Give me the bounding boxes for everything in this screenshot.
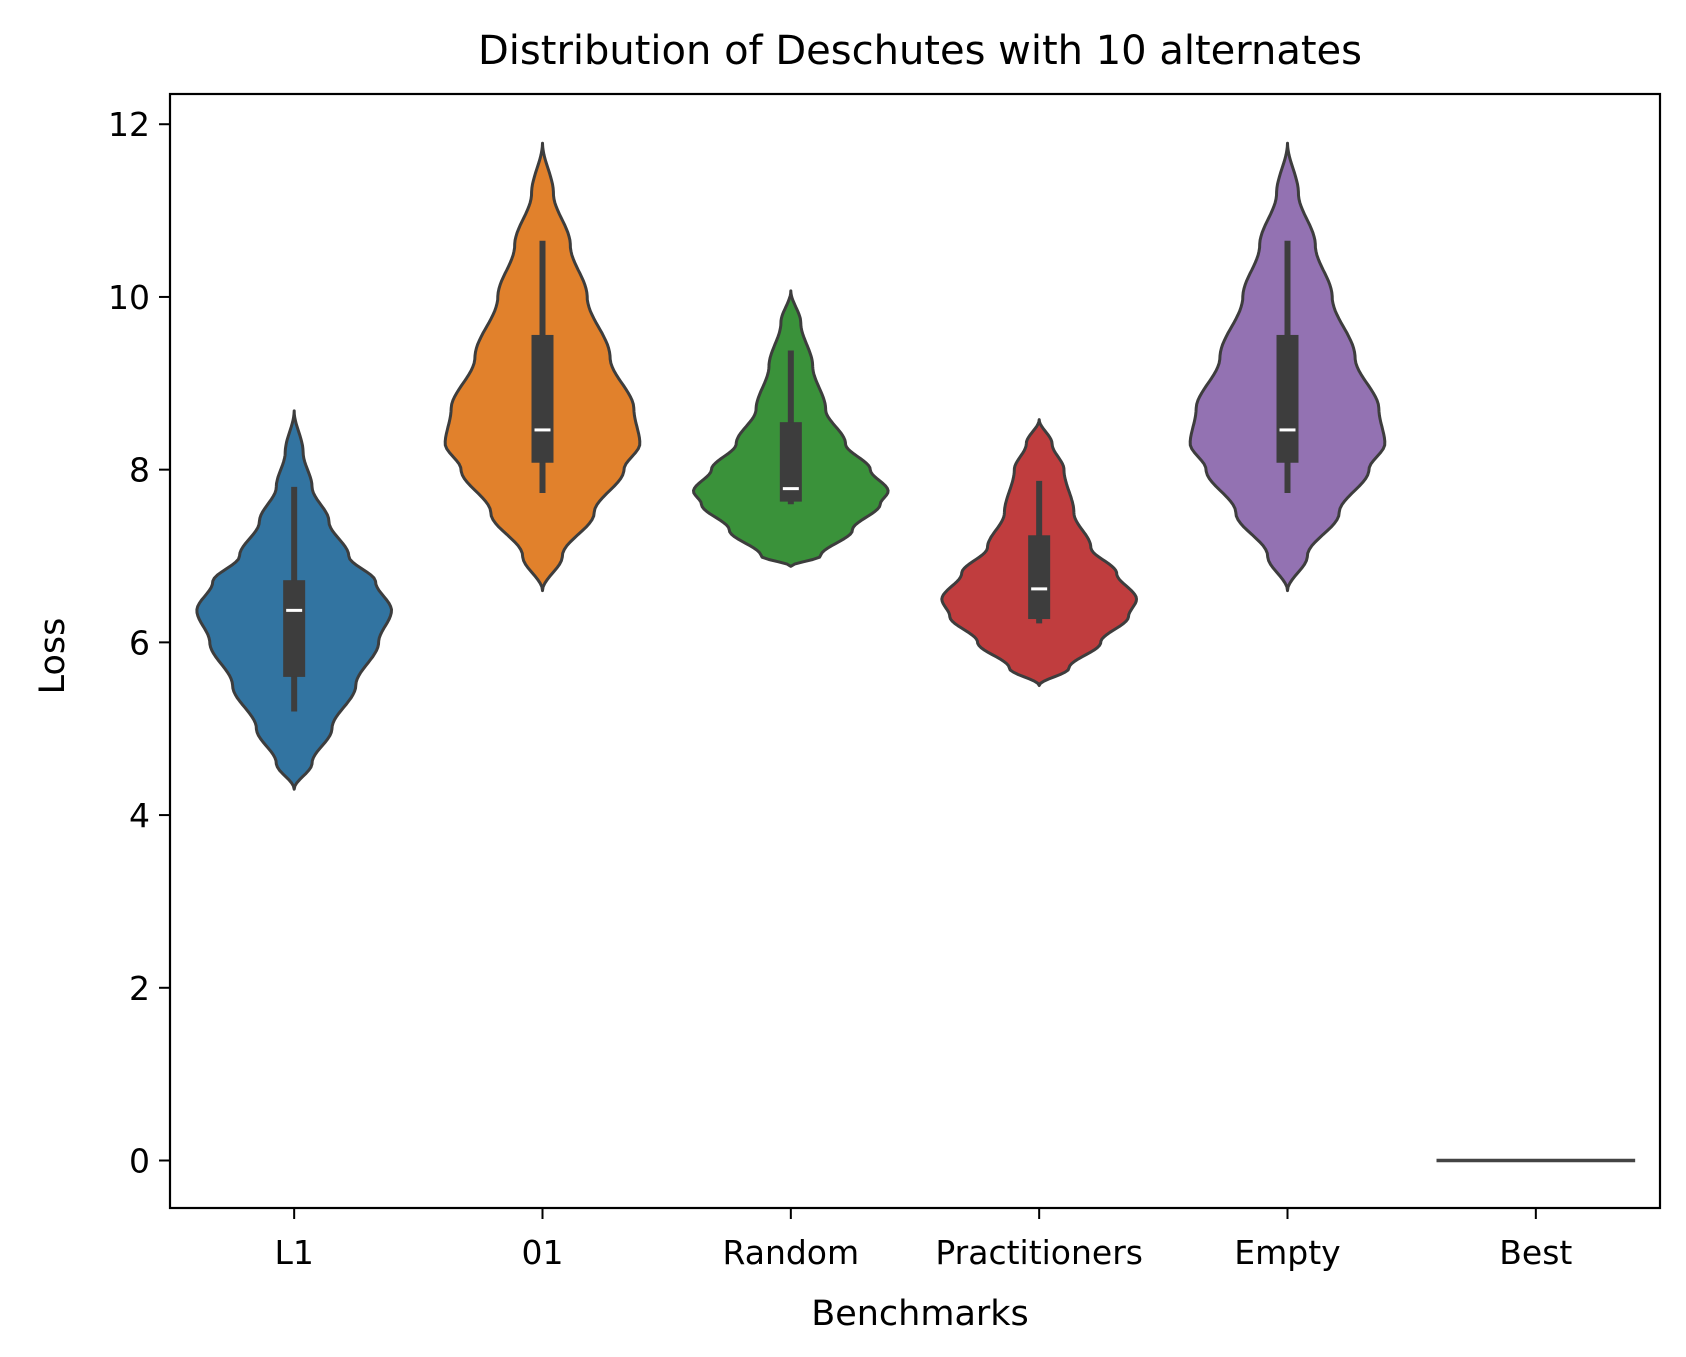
x-tick-label: Empty [1234, 1233, 1340, 1272]
y-tick-label: 6 [129, 623, 150, 662]
violin-iqr-box [1276, 334, 1299, 463]
x-tick-label: Practitioners [935, 1233, 1143, 1272]
x-axis-label: Benchmarks [811, 1294, 1029, 1334]
y-tick-label: 4 [129, 796, 150, 835]
violin-iqr-box [779, 422, 802, 502]
y-tick-label: 0 [129, 1142, 150, 1181]
y-tick-label: 8 [129, 451, 150, 490]
x-tick-label: 01 [522, 1233, 564, 1272]
y-axis-label: Loss [33, 618, 73, 695]
violin-iqr-box [531, 334, 554, 463]
x-axis: L1 01 Random Practitioners Empty Best [274, 1208, 1572, 1272]
y-axis: 0 2 4 6 8 10 12 [108, 105, 170, 1181]
violin-iqr-box [283, 580, 306, 677]
y-tick-label: 10 [108, 278, 150, 317]
violins-layer [195, 141, 1636, 1163]
y-tick-label: 12 [108, 105, 150, 144]
plot-frame [168, 92, 1662, 1210]
violin-iqr-box [1028, 535, 1051, 620]
y-tick-label: 2 [129, 969, 150, 1008]
x-tick-label: Random [723, 1233, 860, 1272]
chart-title: Distribution of Deschutes with 10 altern… [478, 28, 1362, 74]
x-tick-label: L1 [274, 1233, 313, 1272]
x-tick-label: Best [1499, 1233, 1572, 1272]
